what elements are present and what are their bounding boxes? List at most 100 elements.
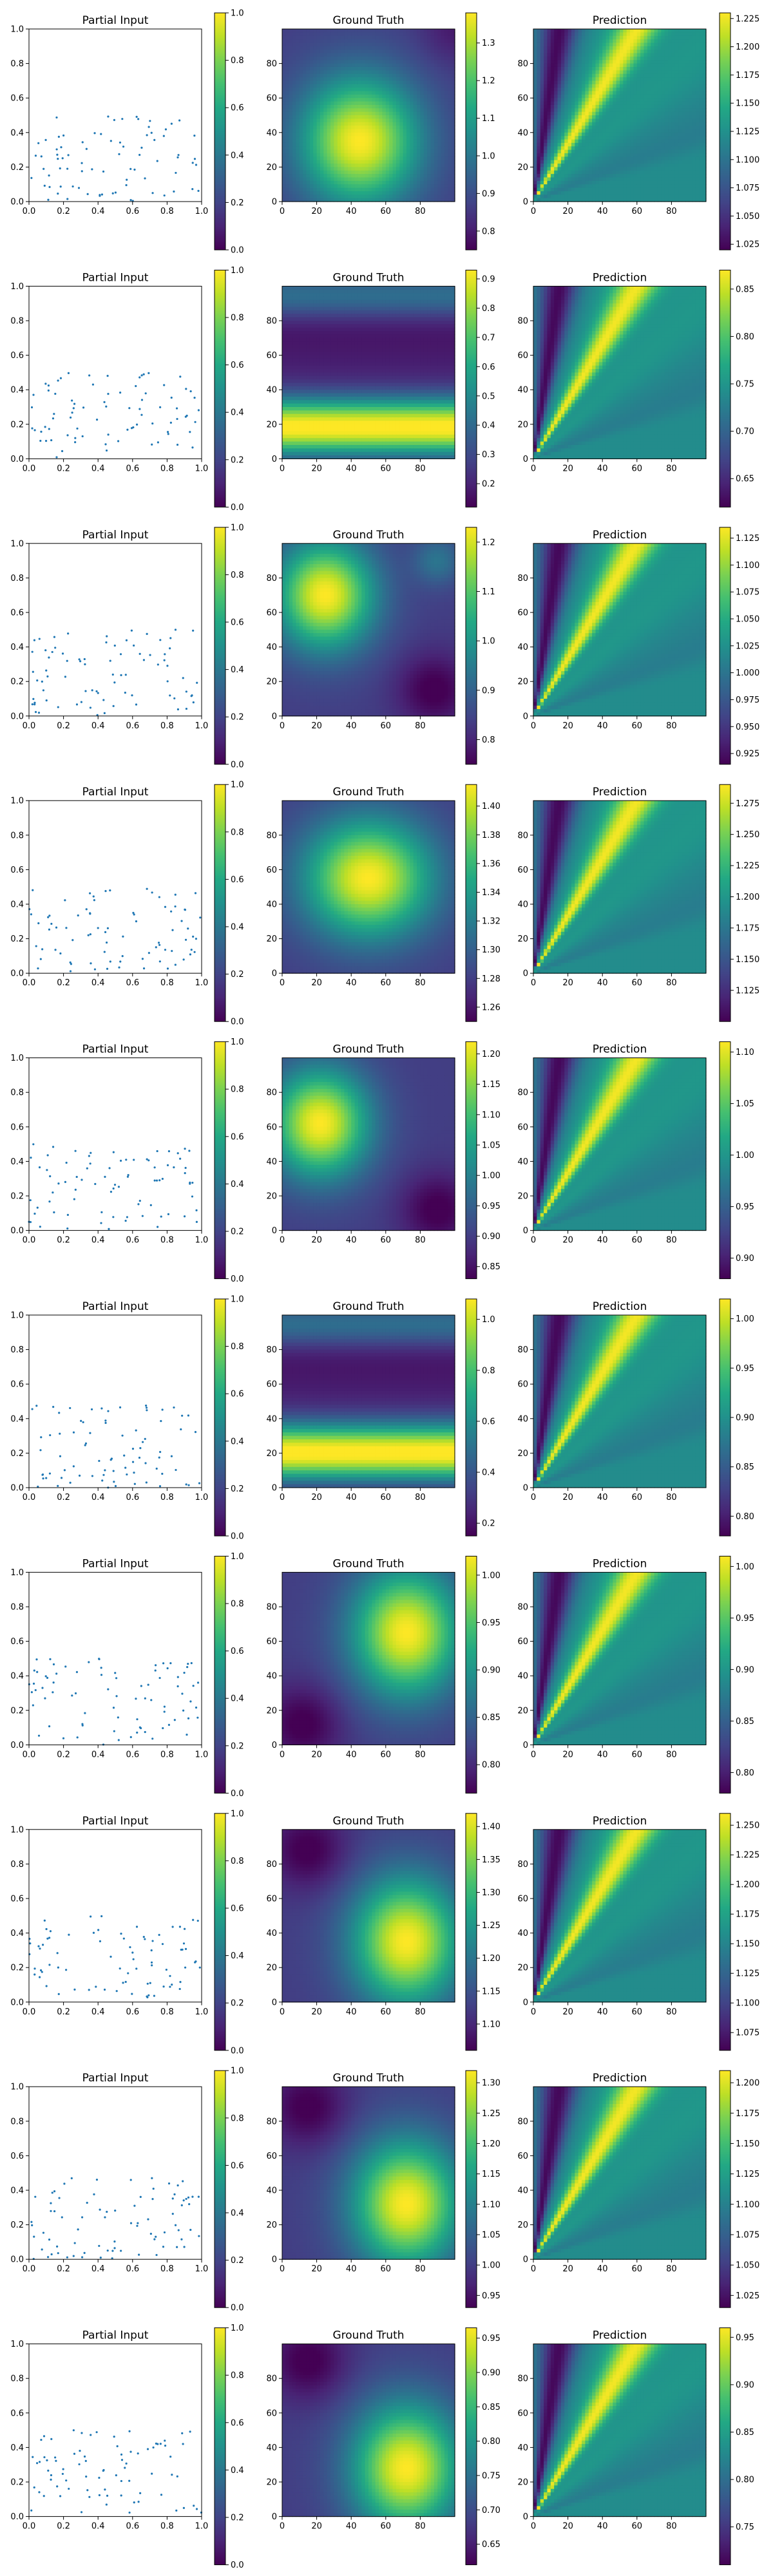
heatmap-cell bbox=[313, 91, 317, 95]
heatmap-cell bbox=[399, 167, 403, 171]
heatmap-cell bbox=[396, 171, 400, 175]
heatmap-cell bbox=[296, 46, 300, 50]
heatmap-cell bbox=[313, 112, 317, 116]
heatmap-cell bbox=[430, 118, 434, 122]
heatmap-cell bbox=[323, 153, 327, 157]
heatmap-cell bbox=[365, 88, 369, 91]
heatmap-cell bbox=[410, 174, 414, 178]
heatmap-cell bbox=[430, 108, 434, 112]
heatmap-cell bbox=[393, 122, 397, 126]
heatmap-cell bbox=[282, 146, 286, 150]
heatmap-cell bbox=[430, 74, 434, 78]
heatmap-cell bbox=[355, 112, 359, 116]
heatmap-cell bbox=[365, 70, 369, 74]
heatmap-cell bbox=[382, 191, 386, 195]
heatmap-cell bbox=[403, 77, 407, 81]
heatmap-cell bbox=[382, 57, 386, 61]
heatmap-cell bbox=[399, 122, 403, 126]
heatmap-cell bbox=[307, 29, 310, 33]
heatmap-cell bbox=[437, 74, 441, 78]
heatmap-cell bbox=[420, 50, 424, 53]
heatmap-cell bbox=[430, 177, 434, 181]
heatmap-cell bbox=[341, 194, 345, 198]
heatmap-cell bbox=[334, 194, 338, 198]
heatmap-cell bbox=[355, 184, 359, 188]
heatmap-cell bbox=[368, 115, 372, 119]
heatmap-cell bbox=[327, 133, 331, 137]
scatter-point bbox=[58, 136, 60, 138]
heatmap-cell bbox=[348, 98, 352, 102]
heatmap-cell bbox=[368, 140, 372, 144]
heatmap-cell bbox=[330, 146, 334, 150]
heatmap-cell bbox=[389, 91, 393, 95]
heatmap-cell bbox=[289, 140, 293, 144]
heatmap-cell bbox=[334, 181, 338, 185]
heatmap-cell bbox=[320, 84, 324, 88]
scatter-point bbox=[62, 135, 64, 137]
heatmap-cell bbox=[382, 50, 386, 53]
heatmap-cell bbox=[386, 53, 390, 57]
heatmap-cell bbox=[448, 32, 452, 36]
heatmap-cell bbox=[334, 126, 338, 129]
heatmap-cell bbox=[355, 77, 359, 81]
heatmap-cell bbox=[300, 191, 303, 195]
scatter-point bbox=[48, 175, 50, 176]
heatmap-cell bbox=[399, 191, 403, 195]
heatmap-cell bbox=[285, 181, 289, 185]
heatmap-cell bbox=[320, 174, 324, 178]
heatmap-cell bbox=[399, 29, 403, 33]
heatmap-cell bbox=[382, 91, 386, 95]
heatmap-cell bbox=[341, 156, 345, 160]
heatmap-cell bbox=[310, 150, 314, 154]
heatmap-cell bbox=[289, 171, 293, 175]
scatter-point bbox=[136, 116, 138, 118]
heatmap-cell bbox=[282, 74, 286, 78]
heatmap-cell bbox=[282, 67, 286, 71]
heatmap-cell bbox=[361, 98, 365, 102]
heatmap-cell bbox=[344, 174, 348, 178]
heatmap-cell bbox=[420, 146, 424, 150]
heatmap-cell bbox=[334, 140, 338, 144]
heatmap-cell bbox=[344, 102, 348, 106]
heatmap-cell bbox=[338, 108, 341, 112]
heatmap-cell bbox=[399, 67, 403, 71]
heatmap-cell bbox=[317, 29, 321, 33]
heatmap-cell bbox=[424, 46, 428, 50]
heatmap-cell bbox=[379, 57, 383, 61]
heatmap-cell bbox=[289, 95, 293, 99]
heatmap-cell bbox=[444, 171, 448, 175]
heatmap-cell bbox=[399, 43, 403, 46]
heatmap-cell bbox=[403, 164, 407, 167]
heatmap-cell bbox=[344, 177, 348, 181]
heatmap-cell bbox=[341, 60, 345, 64]
heatmap-cell bbox=[414, 88, 417, 91]
heatmap-cell bbox=[317, 150, 321, 154]
heatmap-cell bbox=[427, 146, 431, 150]
heatmap-cell bbox=[300, 77, 303, 81]
heatmap-cell bbox=[289, 115, 293, 119]
heatmap-cell bbox=[317, 143, 321, 147]
heatmap-cell bbox=[355, 160, 359, 164]
heatmap-cell bbox=[406, 39, 410, 43]
heatmap-cell bbox=[368, 177, 372, 181]
heatmap-cell bbox=[303, 156, 307, 160]
heatmap-cell bbox=[376, 140, 379, 144]
heatmap-cell bbox=[355, 126, 359, 129]
heatmap-cell bbox=[282, 167, 286, 171]
heatmap-cell bbox=[282, 160, 286, 164]
heatmap-cell bbox=[351, 188, 355, 192]
heatmap-cell bbox=[437, 80, 441, 84]
heatmap-cell bbox=[348, 129, 352, 133]
heatmap-cell bbox=[300, 50, 303, 53]
heatmap-cell bbox=[313, 194, 317, 198]
heatmap-cell bbox=[424, 88, 428, 91]
heatmap-cell bbox=[410, 32, 414, 36]
heatmap-cell bbox=[292, 74, 296, 78]
heatmap-cell bbox=[365, 118, 369, 122]
heatmap-cell bbox=[292, 194, 296, 198]
heatmap-cell bbox=[358, 153, 362, 157]
heatmap-cell bbox=[327, 46, 331, 50]
heatmap-cell bbox=[313, 36, 317, 40]
heatmap-cell bbox=[351, 102, 355, 106]
heatmap-cell bbox=[403, 136, 407, 140]
